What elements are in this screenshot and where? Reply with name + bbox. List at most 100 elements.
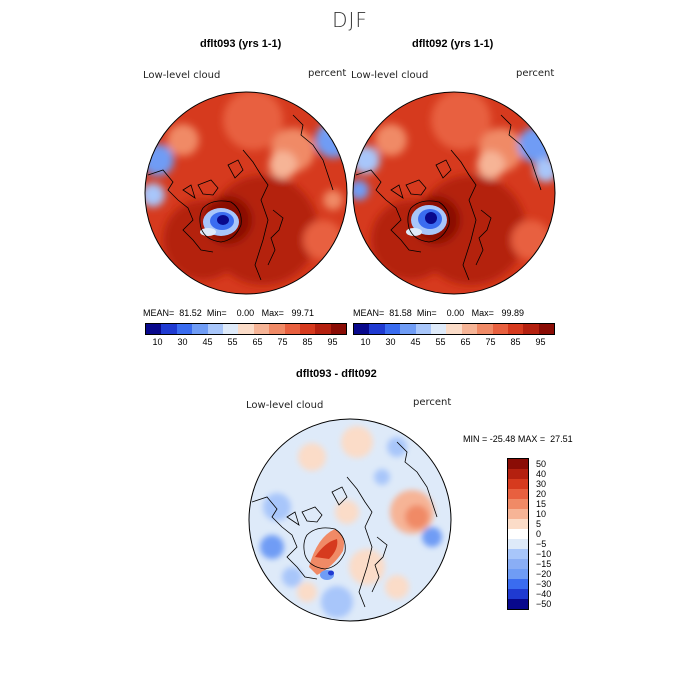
colorbar-swatch: [508, 569, 528, 579]
colorbar-swatch: [384, 324, 401, 334]
panel2-variable: Low-level cloud: [351, 70, 429, 81]
colorbar-swatch: [176, 324, 193, 334]
panel2-title: dflt092 (yrs 1-1): [412, 38, 494, 50]
panel2-mean: 81.58: [389, 308, 412, 318]
colorbar-tick-label: 45: [202, 337, 213, 347]
colorbar-swatch: [146, 324, 162, 334]
colorbar-tick-label: −50: [536, 599, 552, 609]
colorbar-tick-label: 20: [536, 489, 547, 499]
colorbar-swatch: [492, 324, 508, 334]
colorbar-swatch: [508, 559, 528, 569]
colorbar-tick-label: −15: [536, 559, 552, 569]
colorbar-tick-label: 15: [536, 499, 547, 509]
colorbar-swatch: [430, 324, 447, 334]
colorbar-swatch: [508, 469, 528, 479]
colorbar-swatch: [507, 324, 524, 334]
colorbar-swatch: [538, 324, 555, 334]
colorbar-swatch: [222, 324, 239, 334]
figure-title: DJF: [332, 8, 368, 32]
colorbar-swatch: [299, 324, 316, 334]
colorbar-tick-label: 65: [460, 337, 471, 347]
colorbar-tick-label: 40: [536, 469, 547, 479]
colorbar-swatch: [192, 324, 208, 334]
panel1-mean-label: MEAN=: [143, 308, 175, 318]
colorbar-swatch: [508, 599, 528, 609]
colorbar-swatch: [446, 324, 462, 334]
panel1-title: dflt093 (yrs 1-1): [200, 38, 282, 50]
colorbar-swatch: [415, 324, 431, 334]
colorbar-swatch: [253, 324, 270, 334]
colorbar-tick-label: 75: [277, 337, 288, 347]
diff-max-label: MAX =: [517, 434, 546, 444]
colorbar-swatch: [508, 529, 528, 539]
colorbar-swatch: [315, 324, 331, 334]
panel2-max-label: Max=: [471, 308, 494, 318]
panel1-stats: MEAN= 81.52 Min= 0.00 Max= 99.71: [143, 308, 314, 318]
colorbar-tick-label: 5: [536, 519, 542, 529]
colorbar-tick-label: 55: [435, 337, 446, 347]
colorbar-swatch: [508, 579, 528, 589]
panel1-variable: Low-level cloud: [143, 70, 221, 81]
colorbar-tick-label: 55: [227, 337, 238, 347]
colorbar-swatch: [207, 324, 223, 334]
colorbar-swatch: [477, 324, 493, 334]
colorbar-swatch: [269, 324, 285, 334]
colorbar-swatch: [369, 324, 385, 334]
diff-variable: Low-level cloud: [246, 400, 324, 411]
colorbar-swatch: [508, 479, 528, 489]
panel2-stats: MEAN= 81.58 Min= 0.00 Max= 99.89: [353, 308, 524, 318]
colorbar-swatch: [508, 499, 528, 509]
colorbar-swatch: [461, 324, 478, 334]
diff-polar-map: [248, 418, 452, 622]
panel1-min: 0.00: [236, 308, 255, 318]
diff-units: percent: [413, 397, 452, 408]
colorbar-swatch: [523, 324, 539, 334]
colorbar-swatch: [238, 324, 254, 334]
panel1-units: percent: [308, 68, 347, 79]
colorbar-tick-label: −40: [536, 589, 552, 599]
colorbar-swatch: [508, 539, 528, 549]
colorbar-swatch: [508, 589, 528, 599]
colorbar-swatch: [284, 324, 300, 334]
colorbar-swatch: [508, 509, 528, 519]
colorbar-swatch: [400, 324, 416, 334]
panel2-colorbar-ticks: 10 30 45 55 65 75 85 95: [353, 337, 553, 347]
colorbar-tick-label: 30: [177, 337, 188, 347]
colorbar-tick-label: 95: [535, 337, 546, 347]
colorbar-swatch: [508, 489, 528, 499]
colorbar-tick-label: 10: [360, 337, 371, 347]
panel1-colorbar-ticks: 10 30 45 55 65 75 85 95: [145, 337, 345, 347]
colorbar-tick-label: 10: [536, 509, 547, 519]
panel1-max: 99.71: [291, 308, 314, 318]
diff-colorbar-ticks: 50 40 30 20 15 10 5 0 −5 −10 −15 −20 −30 −40 −50: [536, 459, 551, 609]
panel1-polar-map: [144, 91, 348, 295]
diff-min-label: MIN =: [463, 434, 488, 444]
colorbar-tick-label: 30: [536, 479, 547, 489]
colorbar-swatch: [330, 324, 347, 334]
colorbar-tick-label: 75: [485, 337, 496, 347]
colorbar-swatch: [508, 549, 528, 559]
colorbar-tick-label: −5: [536, 539, 547, 549]
diff-stats: MIN = -25.48 MAX = 27.51: [463, 434, 573, 444]
panel2-mean-label: MEAN=: [353, 308, 385, 318]
colorbar-swatch: [508, 459, 528, 469]
colorbar-tick-label: 45: [410, 337, 421, 347]
diff-title: dflt093 - dflt092: [296, 368, 377, 380]
diff-min: -25.48: [489, 434, 516, 444]
panel2-min: 0.00: [446, 308, 465, 318]
colorbar-tick-label: −10: [536, 549, 552, 559]
colorbar-tick-label: 0: [536, 529, 542, 539]
diff-colorbar: [507, 458, 529, 610]
colorbar-tick-label: 85: [302, 337, 313, 347]
colorbar-swatch: [508, 519, 528, 529]
panel1-mean: 81.52: [179, 308, 202, 318]
panel2-units: percent: [516, 68, 555, 79]
colorbar-tick-label: −30: [536, 579, 552, 589]
colorbar-tick-label: −20: [536, 569, 552, 579]
colorbar-swatch: [161, 324, 177, 334]
colorbar-tick-label: 30: [385, 337, 396, 347]
colorbar-tick-label: 50: [536, 459, 547, 469]
panel2-colorbar: [353, 323, 555, 335]
colorbar-tick-label: 85: [510, 337, 521, 347]
colorbar-swatch: [354, 324, 370, 334]
